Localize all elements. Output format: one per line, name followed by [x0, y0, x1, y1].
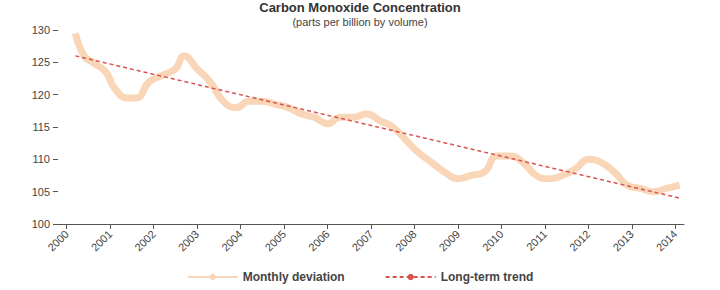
svg-text:2013: 2013 [610, 228, 636, 254]
svg-text:2005: 2005 [263, 228, 289, 254]
svg-text:Monthly deviation: Monthly deviation [243, 270, 345, 284]
svg-text:2003: 2003 [176, 228, 202, 254]
svg-text:2012: 2012 [567, 228, 593, 254]
svg-text:Carbon Monoxide Concentration: Carbon Monoxide Concentration [259, 0, 461, 15]
svg-text:2009: 2009 [436, 228, 462, 254]
svg-text:2011: 2011 [524, 228, 549, 253]
svg-text:Long-term trend: Long-term trend [441, 270, 534, 284]
svg-text:2006: 2006 [306, 228, 332, 254]
svg-text:2014: 2014 [654, 228, 680, 254]
svg-text:105: 105 [32, 186, 50, 198]
svg-text:2007: 2007 [349, 228, 375, 254]
svg-text:2000: 2000 [45, 228, 71, 254]
svg-text:115: 115 [32, 121, 50, 133]
svg-text:100: 100 [32, 218, 50, 230]
svg-text:2001: 2001 [89, 228, 115, 254]
svg-text:130: 130 [32, 24, 50, 36]
svg-text:2008: 2008 [393, 228, 419, 254]
svg-text:2004: 2004 [219, 228, 245, 254]
svg-text:120: 120 [32, 89, 50, 101]
svg-text:2010: 2010 [480, 228, 506, 254]
svg-text:125: 125 [32, 56, 50, 68]
svg-text:110: 110 [32, 153, 50, 165]
svg-text:(parts per billion by volume): (parts per billion by volume) [292, 16, 427, 28]
svg-text:2002: 2002 [132, 228, 158, 254]
